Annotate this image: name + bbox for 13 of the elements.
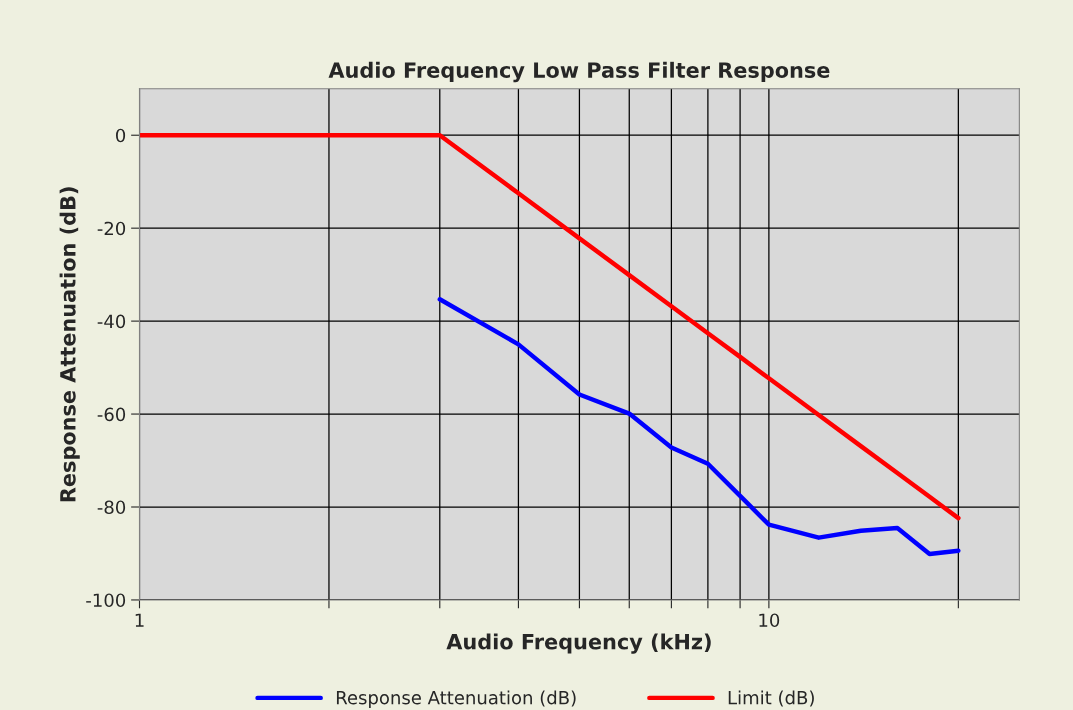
legend-label: Response Attenuation (dB) (336, 690, 576, 708)
y-tick-label: -100 (86, 593, 126, 608)
y-tick-label: 0 (116, 128, 126, 143)
x-tick-label: 1 (135, 613, 144, 627)
y-tick-label: -80 (97, 500, 126, 515)
y-axis-title: Response Attenuation (dB) (59, 187, 80, 502)
y-tick-label: -40 (97, 314, 126, 329)
y-tick-label: -60 (97, 407, 126, 422)
x-axis-title: Audio Frequency (kHz) (446, 633, 711, 654)
chart-title: Audio Frequency Low Pass Filter Response (328, 61, 830, 83)
y-tick-label: -20 (97, 221, 126, 236)
x-tick-label: 10 (759, 613, 780, 628)
legend-label: Limit (dB) (728, 690, 814, 707)
